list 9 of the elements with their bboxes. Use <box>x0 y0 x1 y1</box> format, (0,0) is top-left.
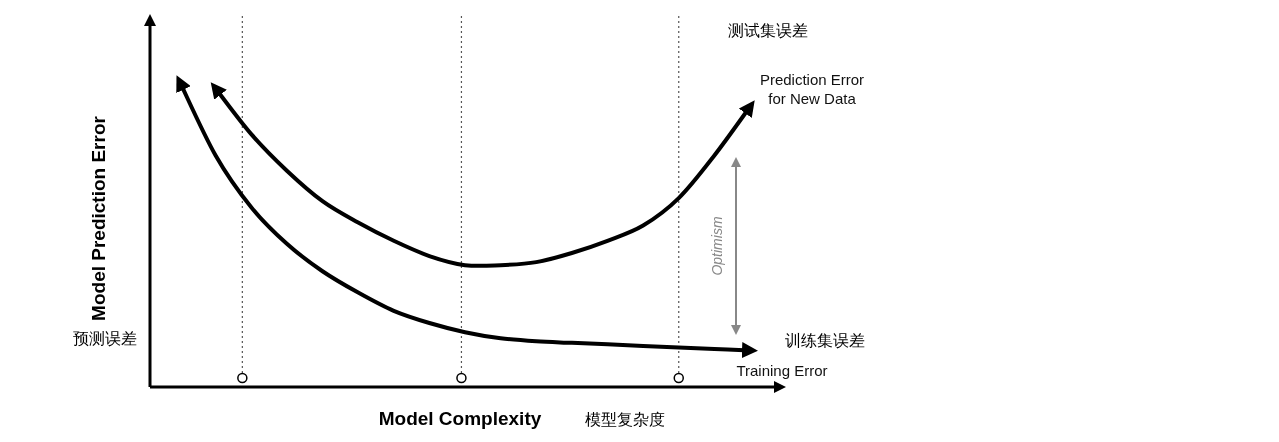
y-axis-title: Model Prediction Error <box>88 115 109 321</box>
text: 模型复杂度 <box>585 411 665 428</box>
x-axis-title: Model Complexity <box>378 408 542 429</box>
text: 训练集误差 <box>785 332 865 349</box>
annotation: Optimism <box>709 216 725 276</box>
series-label: Prediction Error for New Data <box>759 70 865 107</box>
text: 测试集误差 <box>728 22 808 39</box>
text: 预测误差 <box>73 330 137 347</box>
series-label: Training Error <box>736 362 828 380</box>
